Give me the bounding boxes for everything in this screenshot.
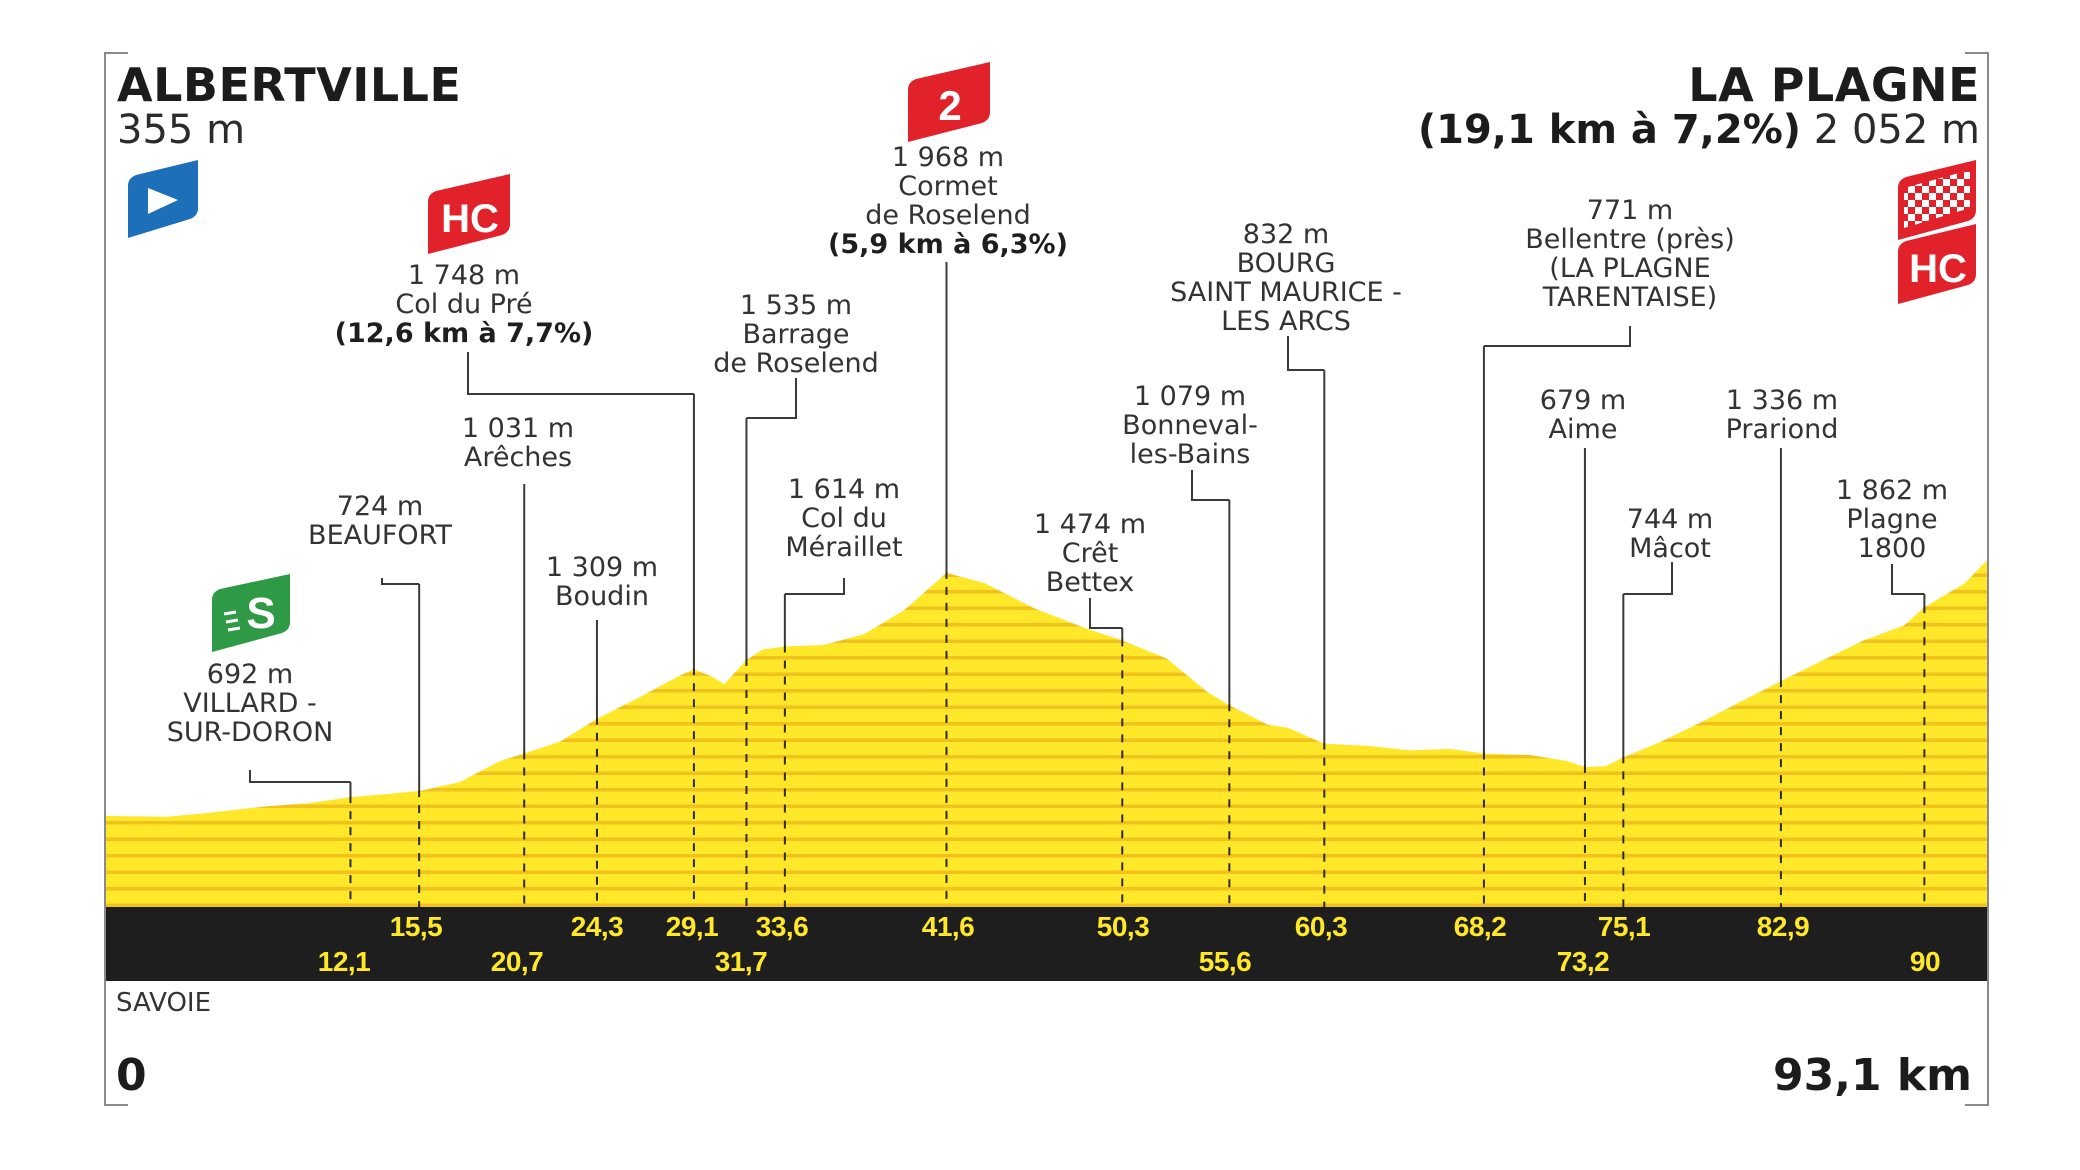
start-altitude: 355 m <box>117 107 246 153</box>
finish-climb: (19,1 km à 7,2%) <box>1417 107 1802 153</box>
label-bonneval-les-bains: 1 079 m Bonneval-les-Bains <box>1122 381 1258 470</box>
svg-text:HC: HC <box>441 197 499 241</box>
km-marker: 60,3 <box>1294 911 1348 942</box>
svg-text:HC: HC <box>1909 247 1967 291</box>
start-flag-icon <box>128 160 198 238</box>
km-marker: 90 <box>1909 946 1941 977</box>
intermediate-sprint-icon: S <box>212 574 290 652</box>
km-marker: 12,1 <box>317 946 371 977</box>
frame-corner-bottom-right <box>1965 1104 1989 1106</box>
label-macot: 744 m Mâcot <box>1626 504 1714 564</box>
label-col-du-pre: 1 748 m Col du Pré (12,6 km à 7,7%) <box>334 260 594 349</box>
label-bellentre: 771 m Bellentre (près) (LA PLAGNE TARENTAIS… <box>1525 195 1735 313</box>
km-marker: 68,2 <box>1453 911 1507 942</box>
climb-category-hc-icon: HC <box>428 174 510 254</box>
label-aime: 679 m Aime <box>1539 385 1627 445</box>
finish-town: LA PLAGNE <box>1688 58 1980 112</box>
km-marker: 73,2 <box>1556 946 1610 977</box>
km-marker: 82,9 <box>1756 911 1810 942</box>
label-villard-sur-doron: 692 m VILLARD - SUR-DORON <box>166 659 334 748</box>
region-label: SAVOIE <box>116 988 211 1018</box>
label-plagne-1800: 1 862 m Plagne 1800 <box>1835 475 1949 564</box>
distance-start: 0 <box>116 1050 147 1101</box>
finish-altitude: 2 052 m <box>1813 107 1980 153</box>
km-marker: 31,7 <box>714 946 768 977</box>
elevation-profile-area <box>106 560 1987 907</box>
frame-right <box>1987 52 1989 1106</box>
km-marker: 33,6 <box>755 911 809 942</box>
km-marker: 55,6 <box>1198 946 1252 977</box>
km-marker: 75,1 <box>1597 911 1651 942</box>
km-marker: 29,1 <box>665 911 719 942</box>
finish-flag-icon <box>1898 160 1976 240</box>
label-barrage-de-roselend: 1 535 m Barrage de Roselend <box>713 290 879 379</box>
km-marker: 24,3 <box>570 911 624 942</box>
label-boudin: 1 309 m Boudin <box>545 552 659 612</box>
label-cret-bettex: 1 474 m Crêt Bettex <box>1033 509 1147 598</box>
label-areches: 1 031 m Arêches <box>461 413 575 473</box>
climb-category-2-icon: 2 <box>908 62 990 142</box>
km-marker: 20,7 <box>490 946 544 977</box>
frame-corner-top-left <box>104 52 128 54</box>
finish-altitude-line: (19,1 km à 7,2%) 2 052 m <box>1418 110 1980 150</box>
label-prariond: 1 336 m Prariond <box>1725 385 1839 445</box>
label-beaufort: 724 m BEAUFORT <box>308 491 452 551</box>
frame-left <box>104 52 106 1106</box>
label-bourg-saint-maurice: 832 m BOURG SAINT MAURICE - LES ARCS <box>1170 219 1402 337</box>
start-town: ALBERTVILLE <box>117 58 462 112</box>
label-cormet-de-roselend: 1 968 m Cormet de Roselend (5,9 km à 6,3%) <box>828 142 1068 260</box>
frame-corner-top-right <box>1965 52 1989 54</box>
km-marker: 15,5 <box>389 911 443 942</box>
km-marker: 50,3 <box>1096 911 1150 942</box>
label-col-du-meraillet: 1 614 m Col du Méraillet <box>785 474 903 563</box>
distance-total: 93,1 km <box>1773 1050 1972 1101</box>
svg-text:S: S <box>246 589 275 638</box>
climb-category-hc-finish-icon: HC <box>1898 224 1976 304</box>
km-band <box>106 907 1987 981</box>
frame-corner-bottom-left <box>104 1104 128 1106</box>
svg-text:2: 2 <box>938 82 961 129</box>
km-marker: 41,6 <box>921 911 975 942</box>
